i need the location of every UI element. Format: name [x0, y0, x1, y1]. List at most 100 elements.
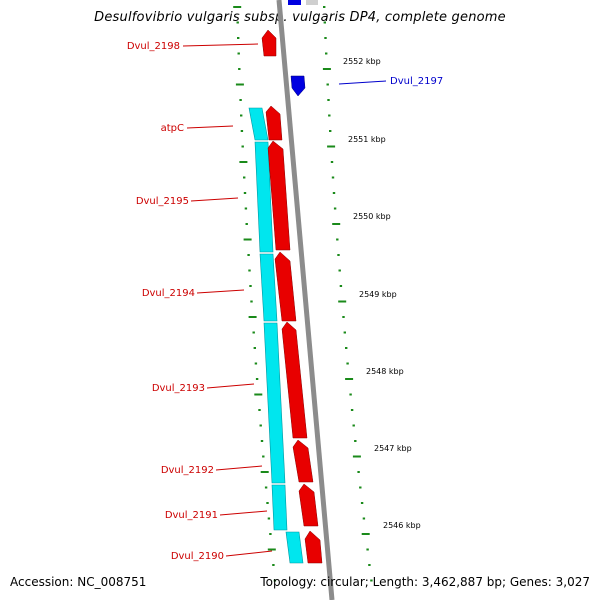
minor-tick	[273, 579, 277, 582]
gene-label[interactable]: Dvul_2197	[390, 76, 443, 87]
minor-tick	[368, 564, 371, 566]
minor-tick	[331, 176, 335, 179]
inner-tick-track	[233, 6, 277, 582]
gene-label[interactable]: Dvul_2191	[165, 510, 218, 521]
gene-partial-grey-top[interactable]	[306, 0, 318, 5]
major-tick	[322, 68, 331, 70]
operon-track	[248, 107, 304, 564]
major-tick	[239, 161, 248, 163]
minor-tick	[258, 409, 261, 411]
minor-tick	[362, 517, 366, 520]
scale-label: 2549 kbp	[359, 290, 397, 299]
minor-tick	[262, 455, 265, 458]
minor-tick	[325, 52, 328, 55]
gene-label[interactable]: Dvul_2195	[136, 196, 189, 207]
operon-block-1[interactable]	[248, 107, 269, 141]
genome-backbone	[276, 0, 335, 600]
minor-tick	[336, 238, 339, 241]
gene-dvul-2195[interactable]	[267, 140, 291, 251]
gene-label[interactable]: Dvul_2192	[161, 465, 214, 476]
minor-tick	[236, 21, 239, 24]
minor-tick	[253, 347, 256, 349]
minor-tick	[248, 269, 251, 272]
gene-dvul-2190[interactable]	[304, 530, 323, 564]
minor-tick	[324, 37, 327, 39]
minor-tick	[264, 486, 268, 489]
gene-dvul-2191[interactable]	[298, 483, 319, 527]
major-tick	[345, 378, 354, 380]
gene-dvul-2193[interactable]	[281, 321, 308, 439]
operon-block-5[interactable]	[271, 484, 288, 531]
gene-label-leaders	[182, 43, 387, 557]
minor-tick	[252, 331, 255, 334]
minor-tick	[323, 6, 326, 8]
topology-text: Topology: circular; Length: 3,462,887 bp…	[260, 575, 590, 589]
gene-dvul-2198[interactable]	[261, 29, 277, 57]
gene-label[interactable]: Dvul_2194	[142, 288, 195, 299]
operon-block-6[interactable]	[285, 531, 304, 564]
minor-tick	[354, 440, 357, 442]
gene-partial-blue-top[interactable]	[288, 0, 301, 5]
minor-tick	[370, 579, 373, 582]
operon-block-2[interactable]	[254, 141, 274, 253]
major-tick	[235, 83, 244, 86]
major-tick	[361, 533, 370, 535]
scale-label: 2550 kbp	[353, 212, 391, 221]
major-tick	[260, 471, 269, 473]
gene-label[interactable]: Dvul_2198	[127, 41, 180, 52]
gene-label[interactable]: Dvul_2190	[171, 551, 224, 562]
gene-dvul-2192[interactable]	[292, 439, 314, 483]
major-tick	[254, 393, 263, 396]
operon-block-3[interactable]	[259, 253, 278, 322]
minor-tick	[243, 176, 246, 179]
major-tick	[233, 6, 242, 8]
minor-tick	[338, 269, 341, 272]
gene-dvul-2194[interactable]	[274, 251, 297, 322]
minor-tick	[366, 548, 369, 551]
minor-tick	[266, 502, 269, 504]
scale-labels: 2552 kbp 2551 kbp 2550 kbp 2549 kbp 2548…	[343, 57, 421, 530]
minor-tick	[342, 316, 345, 318]
minor-tick	[245, 223, 248, 225]
map-title: Desulfovibrio vulgaris subsp. vulgaris D…	[94, 10, 506, 25]
scale-label: 2548 kbp	[366, 367, 404, 376]
minor-tick	[269, 533, 272, 535]
gene-label[interactable]: Dvul_2193	[152, 383, 205, 394]
major-tick	[332, 223, 341, 225]
major-tick	[352, 455, 361, 458]
minor-tick	[327, 99, 330, 101]
minor-tick	[346, 362, 349, 365]
minor-tick	[240, 130, 244, 132]
minor-tick	[326, 83, 329, 86]
gene-dvul-2197[interactable]	[290, 75, 306, 97]
minor-tick	[352, 424, 355, 427]
minor-tick	[323, 21, 326, 24]
minor-tick	[357, 471, 360, 473]
minor-tick	[328, 114, 331, 117]
minor-tick	[350, 409, 354, 411]
minor-tick	[255, 378, 259, 380]
minor-tick	[345, 347, 348, 349]
minor-tick	[244, 207, 248, 210]
minor-tick	[359, 486, 362, 489]
minor-tick	[238, 68, 241, 70]
operon-block-4[interactable]	[263, 322, 286, 484]
minor-tick	[260, 440, 264, 442]
accession-text: Accession: NC_008751	[10, 575, 147, 589]
major-tick	[267, 548, 276, 551]
minor-tick	[360, 502, 364, 504]
minor-tick	[339, 285, 343, 287]
minor-tick	[332, 192, 336, 194]
minor-tick	[330, 161, 334, 163]
gene-labels: Dvul_2198 Dvul_2197 atpC Dvul_2195 Dvul_…	[127, 41, 443, 562]
minor-tick	[349, 393, 352, 396]
scale-label: 2547 kbp	[374, 444, 412, 453]
gene-atpc[interactable]	[265, 105, 283, 141]
minor-tick	[333, 207, 337, 210]
gene-label[interactable]: atpC	[161, 123, 184, 134]
minor-tick	[337, 254, 340, 256]
minor-tick	[272, 564, 275, 566]
minor-tick	[237, 37, 240, 39]
minor-tick	[329, 130, 332, 132]
